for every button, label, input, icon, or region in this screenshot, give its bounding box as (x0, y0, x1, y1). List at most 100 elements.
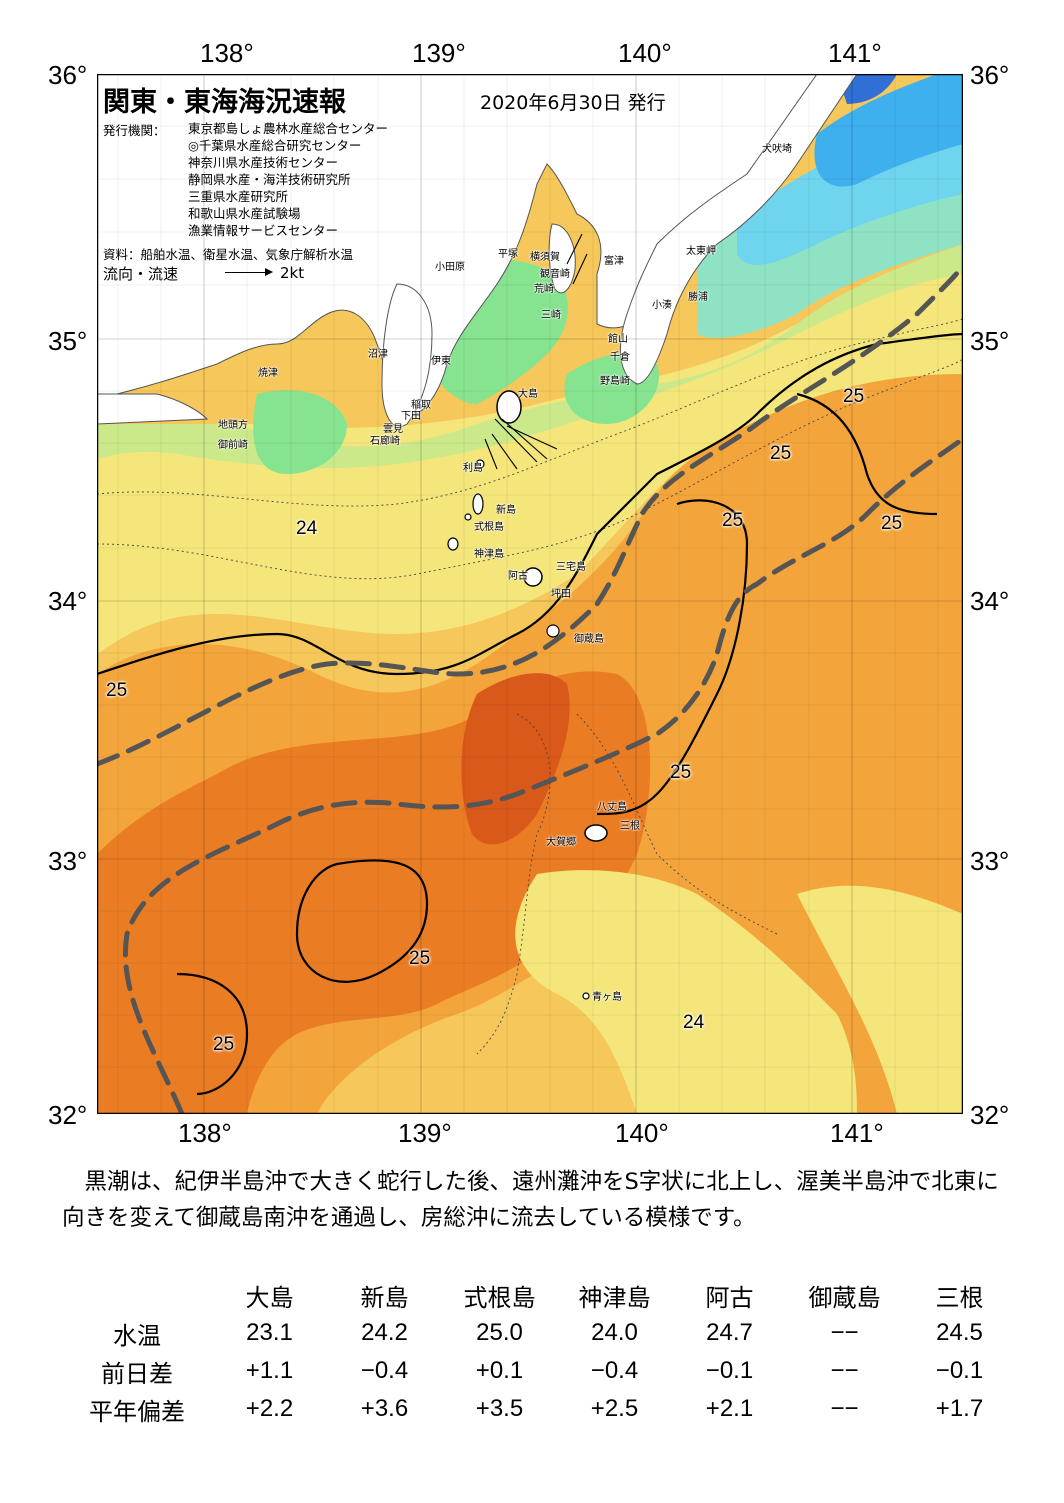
flow-legend-label: 流向・流速 (103, 265, 179, 283)
row-header: 水温 (113, 1322, 161, 1350)
col-header: 阿古 (705, 1284, 754, 1312)
place-kannonzaki: 観音崎 (540, 269, 570, 280)
table-cell: +3.6 (360, 1395, 409, 1422)
table-cell: 24.0 (591, 1319, 638, 1346)
issuer-item: ◎千葉県水産総合研究センター (188, 138, 362, 153)
table-cell: +0.1 (475, 1357, 524, 1384)
table-header-row: 大島 新島 式根島 神津島 阿古 御蔵島 三根 (62, 1276, 1017, 1314)
col-header: 御蔵島 (808, 1284, 881, 1312)
lat-label-right-36: 36° (970, 60, 1010, 90)
island-aogashima (582, 992, 590, 1000)
row-header: 前日差 (101, 1360, 173, 1388)
place-mikurajima: 御蔵島 (574, 634, 604, 645)
place-misaki: 三崎 (541, 310, 561, 321)
place-miyakejima: 三宅島 (556, 562, 586, 573)
sea-temperature-map (97, 74, 963, 1114)
island-oshima (496, 390, 522, 424)
row-header: 平年偏差 (89, 1398, 185, 1426)
water-21-suruga (253, 390, 347, 474)
place-kumomi: 雲見 (383, 424, 403, 435)
place-inatori: 稲取 (411, 400, 431, 411)
isotherm-label: 25 (722, 510, 744, 531)
place-arasaki: 荒崎 (534, 284, 554, 295)
current-arrows (484, 233, 588, 470)
land-miura (548, 223, 576, 294)
isotherm-label: 24 (296, 518, 318, 539)
place-niijima: 新島 (496, 505, 516, 516)
lon-label-top-138: 138° (200, 38, 254, 68)
table-cell: 23.1 (246, 1319, 293, 1346)
place-oshima: 大島 (518, 389, 538, 400)
isotherm-label: 25 (881, 513, 903, 534)
place-odawara: 小田原 (435, 262, 465, 273)
table-row: 前日差 +1.1 −0.4 +0.1 −0.4 −0.1 −− −0.1 (62, 1352, 1017, 1390)
lat-label-right-35: 35° (970, 326, 1010, 356)
table-cell: 24.2 (361, 1319, 408, 1346)
lon-label-top-140: 140° (618, 38, 672, 68)
flow-legend-arrow-icon (225, 268, 273, 276)
lat-label-left-33: 33° (48, 846, 88, 876)
island-miyakejima (523, 567, 543, 587)
isotherm-label: 25 (213, 1034, 235, 1055)
col-header: 神津島 (578, 1284, 651, 1312)
table-cell: +2.1 (705, 1395, 754, 1422)
table-row: 平年偏差 +2.2 +3.6 +3.5 +2.5 +2.1 −− +1.7 (62, 1390, 1017, 1428)
issuer-item: 神奈川県水産技術センター (188, 155, 339, 170)
lat-lon-grid (97, 74, 963, 1114)
summary-text: 黒潮は、紀伊半島沖で大きく蛇行した後、遠州灘沖をS字状に北上し、渥美半島沖で北東… (62, 1169, 999, 1231)
issuer-item: 和歌山県水産試験場 (188, 206, 301, 221)
col-header: 大島 (245, 1284, 294, 1312)
issuer-item: 東京都島しょ農林水産総合センター (188, 121, 389, 136)
place-omaezaki: 御前崎 (218, 440, 248, 451)
place-katsuura: 勝浦 (688, 292, 708, 303)
place-ako: 阿古 (508, 571, 528, 582)
water-22-band (97, 244, 963, 469)
table-cell: +2.2 (245, 1395, 294, 1422)
water-23-south (797, 885, 963, 1114)
kuroshio-axis-north (97, 261, 963, 767)
table-cell: +3.5 (475, 1395, 524, 1422)
place-ito: 伊東 (431, 356, 451, 367)
lat-label-left-36: 36° (48, 60, 88, 90)
lon-label-bottom-140: 140° (615, 1118, 669, 1148)
land-izu-peninsula (381, 283, 433, 427)
table-cell: −− (830, 1357, 859, 1384)
table-cell: 24.5 (936, 1319, 983, 1346)
table-cell: +2.5 (590, 1395, 639, 1422)
issue-date: 2020年6月30日 発行 (480, 92, 666, 114)
water-24-south (515, 870, 857, 1114)
place-chikura: 千倉 (610, 352, 630, 363)
issuer-item: 三重県水産研究所 (188, 189, 289, 204)
isotherm-label: 25 (770, 443, 792, 464)
place-okago: 大賀郷 (546, 837, 576, 848)
place-mitsune: 三根 (620, 821, 640, 832)
island-temperature-table: 大島 新島 式根島 神津島 阿古 御蔵島 三根 水温 23.1 24.2 25.… (62, 1276, 1017, 1428)
place-irozaki: 石廊崎 (370, 436, 400, 447)
kuroshio-axis (97, 261, 963, 1114)
place-tateyama: 館山 (608, 334, 628, 345)
col-header: 新島 (360, 1284, 409, 1312)
place-shikinejima: 式根島 (474, 522, 504, 533)
issuer-list: 東京都島しょ農林水産総合センター ◎千葉県水産総合研究センター 神奈川県水産技術… (188, 120, 388, 239)
place-toshima: 利島 (463, 463, 483, 474)
place-kominato: 小湊 (652, 300, 672, 311)
table-row: 水温 23.1 24.2 25.0 24.0 24.7 −− 24.5 (62, 1314, 1017, 1352)
lat-label-left-35: 35° (48, 326, 88, 356)
depth-contours (97, 318, 963, 1055)
water-18-offshore (814, 74, 963, 187)
island-hachijojima (584, 824, 608, 842)
table-cell: −− (830, 1395, 859, 1422)
isotherm-label: 24 (683, 1012, 705, 1033)
place-yokosuka: 横須賀 (530, 252, 560, 263)
isotherm-label: 25 (106, 680, 128, 701)
place-futtsu: 富津 (604, 256, 624, 267)
lat-label-right-34: 34° (970, 586, 1010, 616)
map-title: 関東・東海海況速報 (103, 87, 346, 118)
place-nojimazaki: 野島崎 (600, 376, 630, 387)
table-cell: −0.1 (935, 1357, 984, 1384)
island-toshima (475, 459, 485, 469)
isotherm-25 (97, 332, 963, 1096)
table-cell: +1.7 (935, 1395, 984, 1422)
place-shimoda: 下田 (401, 411, 421, 422)
lon-label-bottom-138: 138° (178, 1118, 232, 1148)
